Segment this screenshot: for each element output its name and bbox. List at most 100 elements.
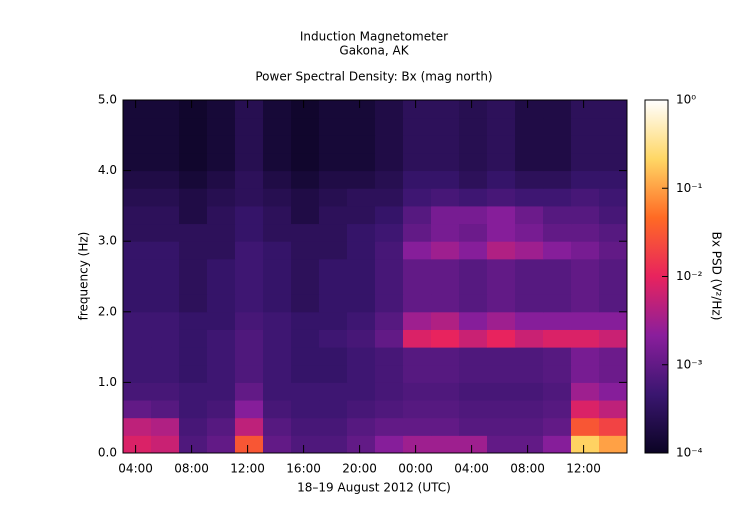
cell	[431, 294, 460, 313]
cell	[179, 329, 208, 348]
cell	[487, 223, 516, 242]
cell	[571, 100, 600, 119]
cell	[151, 311, 180, 330]
cell	[319, 417, 348, 436]
cell	[459, 205, 488, 225]
cell	[571, 435, 600, 454]
cell	[459, 258, 488, 277]
cell	[515, 117, 544, 136]
cell	[263, 258, 292, 277]
cell	[291, 135, 320, 154]
cell	[207, 364, 236, 383]
cell	[319, 311, 348, 330]
cell	[263, 276, 292, 295]
cell	[599, 223, 628, 242]
cell	[431, 382, 460, 401]
cell	[543, 276, 572, 295]
cell	[123, 170, 152, 189]
cell	[347, 382, 376, 401]
cell	[207, 311, 236, 330]
cell	[459, 117, 488, 136]
cell	[403, 188, 432, 207]
cell	[319, 347, 348, 366]
cell	[207, 258, 236, 277]
cell	[431, 276, 460, 295]
cell	[291, 382, 320, 401]
cell	[291, 311, 320, 330]
cell	[599, 152, 628, 172]
cell	[403, 400, 432, 419]
cell	[291, 205, 320, 225]
cell	[431, 417, 460, 436]
cell	[291, 152, 320, 172]
cell	[319, 364, 348, 383]
cell	[431, 100, 460, 119]
y-tick-label: 3.0	[98, 234, 117, 248]
x-tick-label: 12:00	[230, 462, 265, 476]
cell	[515, 205, 544, 225]
cell	[487, 135, 516, 154]
cell	[235, 258, 264, 277]
cell	[123, 417, 152, 436]
cell	[543, 100, 572, 119]
cell	[571, 135, 600, 154]
cell	[207, 382, 236, 401]
cell	[487, 188, 516, 207]
colorbar-tick-label: 10⁻¹	[676, 181, 703, 195]
cell	[431, 117, 460, 136]
cell	[151, 382, 180, 401]
cell	[375, 364, 404, 383]
cell	[599, 400, 628, 419]
cell	[263, 117, 292, 136]
cell	[543, 347, 572, 366]
cell	[571, 417, 600, 436]
cell	[235, 100, 264, 119]
cell	[403, 135, 432, 154]
cell	[431, 205, 460, 225]
cell	[375, 276, 404, 295]
cell	[291, 223, 320, 242]
cell	[123, 117, 152, 136]
cell	[459, 382, 488, 401]
x-tick-label: 12:00	[566, 462, 601, 476]
cell	[207, 170, 236, 189]
cell	[179, 258, 208, 277]
cell	[459, 188, 488, 207]
cell	[543, 223, 572, 242]
cell	[515, 223, 544, 242]
cell	[403, 417, 432, 436]
cell	[487, 435, 516, 454]
cell	[599, 382, 628, 401]
cell	[235, 205, 264, 225]
cell	[151, 188, 180, 207]
cell	[599, 188, 628, 207]
x-tick-label: 20:00	[342, 462, 377, 476]
cell	[207, 188, 236, 207]
cell	[263, 100, 292, 119]
cell	[151, 258, 180, 277]
colorbar-tick-label: 10⁻²	[676, 269, 703, 283]
cell	[403, 382, 432, 401]
cell	[515, 152, 544, 172]
cell	[151, 435, 180, 454]
cell	[347, 258, 376, 277]
cell	[487, 241, 516, 260]
cell	[123, 382, 152, 401]
y-tick-label: 4.0	[98, 163, 117, 177]
cell	[347, 276, 376, 295]
cell	[571, 329, 600, 348]
cell	[347, 364, 376, 383]
cell	[263, 400, 292, 419]
cell	[263, 347, 292, 366]
cell	[263, 170, 292, 189]
cell	[459, 135, 488, 154]
cell	[179, 135, 208, 154]
cell	[543, 329, 572, 348]
cell	[543, 311, 572, 330]
cell	[151, 347, 180, 366]
cell	[571, 117, 600, 136]
cell	[123, 400, 152, 419]
cell	[515, 294, 544, 313]
cell	[431, 152, 460, 172]
cell	[207, 100, 236, 119]
